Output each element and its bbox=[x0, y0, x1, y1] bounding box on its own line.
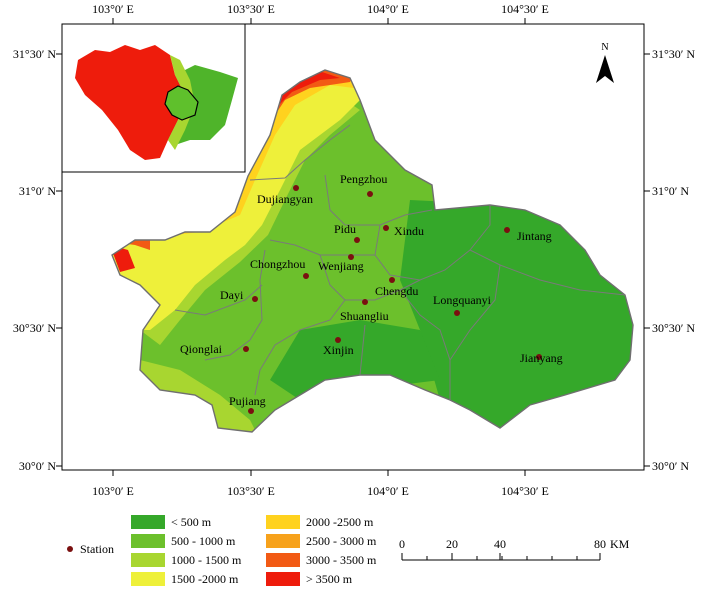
legend-class-label: 3000 - 3500 m bbox=[306, 553, 377, 567]
north-arrow-icon: N bbox=[596, 42, 614, 83]
station-marker bbox=[367, 191, 373, 197]
inset-map bbox=[61, 23, 246, 173]
legend-swatch bbox=[131, 534, 165, 548]
station-label: Shuangliu bbox=[340, 309, 389, 323]
inset-transition bbox=[168, 55, 195, 150]
left-tick-label: 31°30′ N bbox=[13, 47, 56, 61]
station-label: Wenjiang bbox=[318, 259, 364, 273]
north-label: N bbox=[601, 42, 608, 53]
top-tick-label: 104°0′ E bbox=[367, 2, 409, 16]
bottom-tick-label: 104°0′ E bbox=[367, 484, 409, 498]
bottom-tick-label: 104°30′ E bbox=[501, 484, 549, 498]
station-marker bbox=[389, 277, 395, 283]
legend-swatch bbox=[266, 534, 300, 548]
station-label: Jianyang bbox=[520, 351, 563, 365]
station-label: Pidu bbox=[334, 222, 356, 236]
right-tick-label: 30°30′ N bbox=[652, 321, 695, 335]
station-label: Pengzhou bbox=[340, 172, 387, 186]
inset-study-area bbox=[164, 85, 199, 121]
legend-swatch bbox=[131, 553, 165, 567]
scalebar-tick-label: 0 bbox=[399, 537, 405, 551]
station-label: Jintang bbox=[517, 229, 552, 243]
legend-station-marker bbox=[67, 546, 73, 552]
right-tick-label: 31°30′ N bbox=[652, 47, 695, 61]
station-marker bbox=[243, 346, 249, 352]
legend-class-label: > 3500 m bbox=[306, 572, 353, 586]
station-marker bbox=[504, 227, 510, 233]
bottom-tick-label: 103°30′ E bbox=[227, 484, 275, 498]
scalebar: 0 20 40 80 KM bbox=[399, 537, 630, 561]
inset-province-west bbox=[75, 45, 185, 160]
scalebar-tick-label: 40 bbox=[494, 537, 506, 551]
station-marker bbox=[383, 225, 389, 231]
legend-station-label: Station bbox=[80, 542, 114, 556]
right-tick-label: 31°0′ N bbox=[652, 184, 689, 198]
station-marker bbox=[536, 354, 542, 360]
legend-swatch bbox=[131, 515, 165, 529]
left-tick-label: 31°0′ N bbox=[19, 184, 56, 198]
legend-swatch bbox=[131, 572, 165, 586]
top-tick-label: 103°0′ E bbox=[92, 2, 134, 16]
station-label: Longquanyi bbox=[433, 293, 492, 307]
station-label: Dayi bbox=[220, 288, 244, 302]
station-label: Chongzhou bbox=[250, 257, 305, 271]
scalebar-tick-label: 20 bbox=[446, 537, 458, 551]
legend-class-label: 2000 -2500 m bbox=[306, 515, 374, 529]
station-label: Xinjin bbox=[323, 343, 354, 357]
station-marker bbox=[348, 254, 354, 260]
legend-class-label: < 500 m bbox=[171, 515, 212, 529]
station-marker bbox=[248, 408, 254, 414]
right-tick-label: 30°0′ N bbox=[652, 459, 689, 473]
legend-swatch bbox=[266, 572, 300, 586]
station-label: Qionglai bbox=[180, 342, 223, 356]
legend-swatch bbox=[266, 515, 300, 529]
station-marker bbox=[354, 237, 360, 243]
station-marker bbox=[362, 299, 368, 305]
station-label: Pujiang bbox=[229, 394, 266, 408]
left-tick-label: 30°30′ N bbox=[13, 321, 56, 335]
left-tick-label: 30°0′ N bbox=[19, 459, 56, 473]
station-label: Chengdu bbox=[375, 284, 418, 298]
station-marker bbox=[293, 185, 299, 191]
station-marker bbox=[252, 296, 258, 302]
top-tick-label: 103°30′ E bbox=[227, 2, 275, 16]
station-marker bbox=[303, 273, 309, 279]
top-tick-label: 104°30′ E bbox=[501, 2, 549, 16]
stations-layer: Pengzhou Dujiangyan Pidu Xindu Jintang Wenjia… bbox=[180, 172, 563, 414]
graticule-labels: 103°0′ E 103°30′ E 104°0′ E 104°30′ E 103°0′… bbox=[13, 2, 696, 498]
legend-class-label: 2500 - 3000 m bbox=[306, 534, 377, 548]
legend-class-label: 1500 -2000 m bbox=[171, 572, 239, 586]
station-label: Dujiangyan bbox=[257, 192, 313, 206]
legend-class-label: 1000 - 1500 m bbox=[171, 553, 242, 567]
scalebar-unit: KM bbox=[610, 537, 630, 551]
legend-swatch bbox=[266, 553, 300, 567]
district-boundaries bbox=[111, 69, 634, 433]
station-label: Xindu bbox=[394, 224, 424, 238]
station-marker bbox=[454, 310, 460, 316]
legend: Station < 500 m 500 - 1000 m 1000 - 1500 m 1… bbox=[67, 515, 377, 586]
bottom-tick-label: 103°0′ E bbox=[92, 484, 134, 498]
scalebar-tick-label: 80 bbox=[594, 537, 606, 551]
station-marker bbox=[335, 337, 341, 343]
legend-class-label: 500 - 1000 m bbox=[171, 534, 236, 548]
